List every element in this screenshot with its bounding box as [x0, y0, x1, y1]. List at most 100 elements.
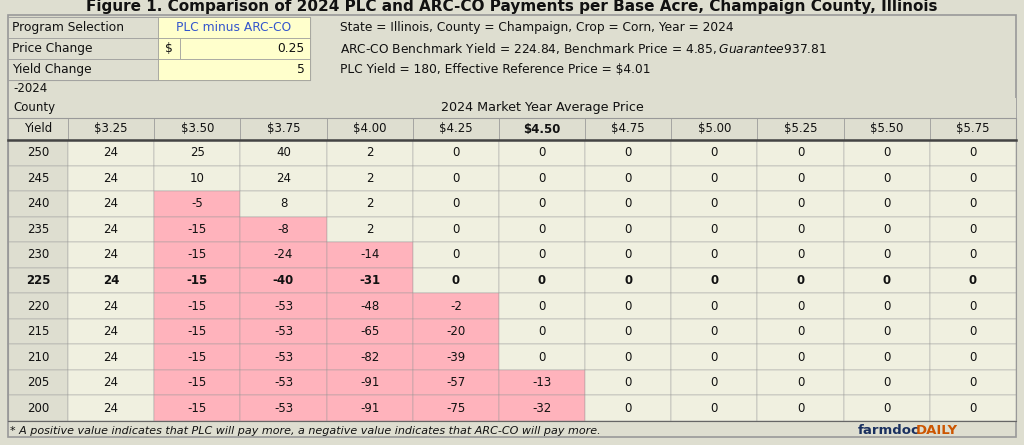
Bar — [155, 166, 241, 191]
Text: 40: 40 — [276, 146, 291, 159]
Bar — [8, 396, 68, 421]
Bar — [155, 242, 241, 268]
Bar — [930, 319, 1016, 344]
Bar — [672, 166, 758, 191]
Text: -91: -91 — [360, 402, 379, 415]
Bar — [930, 293, 1016, 319]
Bar — [8, 118, 68, 140]
Bar — [672, 268, 758, 293]
Bar — [8, 268, 68, 293]
Text: 0: 0 — [970, 223, 977, 236]
Bar — [327, 344, 413, 370]
Bar — [327, 191, 413, 217]
Bar — [758, 191, 844, 217]
Bar — [241, 191, 327, 217]
Text: 10: 10 — [189, 172, 205, 185]
Text: 0: 0 — [883, 198, 891, 210]
Text: -15: -15 — [187, 248, 207, 262]
Text: 0: 0 — [711, 376, 718, 389]
Text: 0: 0 — [625, 402, 632, 415]
Bar — [327, 268, 413, 293]
Bar — [585, 344, 672, 370]
Text: 0: 0 — [970, 172, 977, 185]
Bar — [844, 140, 930, 166]
Text: 0: 0 — [625, 376, 632, 389]
Bar — [499, 191, 585, 217]
Bar — [844, 370, 930, 396]
Text: -15: -15 — [187, 223, 207, 236]
Text: $5.50: $5.50 — [870, 122, 903, 135]
Bar — [499, 370, 585, 396]
Text: 0: 0 — [453, 223, 460, 236]
Text: 2: 2 — [366, 223, 374, 236]
Bar — [8, 0, 1016, 15]
Text: Program Selection: Program Selection — [12, 21, 124, 34]
Bar — [8, 344, 68, 370]
Bar — [844, 242, 930, 268]
Text: 0: 0 — [970, 198, 977, 210]
Text: 0: 0 — [711, 198, 718, 210]
Text: 0: 0 — [711, 172, 718, 185]
Text: 0: 0 — [970, 248, 977, 262]
Bar — [413, 166, 499, 191]
Text: -65: -65 — [360, 325, 379, 338]
Text: -53: -53 — [273, 299, 293, 312]
Text: $3.75: $3.75 — [266, 122, 300, 135]
Bar — [758, 242, 844, 268]
Text: 0: 0 — [883, 299, 891, 312]
Bar — [241, 344, 327, 370]
Bar — [930, 118, 1016, 140]
Text: 225: 225 — [26, 274, 50, 287]
Bar — [68, 319, 155, 344]
Bar — [499, 118, 585, 140]
Bar — [585, 396, 672, 421]
Text: -15: -15 — [187, 376, 207, 389]
Bar — [585, 166, 672, 191]
Bar — [413, 140, 499, 166]
Bar — [158, 38, 180, 59]
Text: 0: 0 — [883, 274, 891, 287]
Bar — [158, 17, 310, 38]
Text: 0: 0 — [453, 172, 460, 185]
Bar — [155, 293, 241, 319]
Text: -75: -75 — [446, 402, 466, 415]
Text: 0: 0 — [883, 146, 891, 159]
Text: ARC-CO Benchmark Yield = 224.84, Benchmark Price = $4.85, Guarantee  $937.81: ARC-CO Benchmark Yield = 224.84, Benchma… — [340, 41, 826, 56]
Bar — [241, 268, 327, 293]
Bar — [327, 319, 413, 344]
Text: 0: 0 — [969, 274, 977, 287]
Text: PLC minus ARC-CO: PLC minus ARC-CO — [176, 21, 292, 34]
Text: 24: 24 — [103, 351, 119, 364]
Text: 24: 24 — [103, 223, 119, 236]
Bar — [930, 191, 1016, 217]
Text: Yield Change: Yield Change — [12, 63, 91, 76]
Text: 24: 24 — [103, 299, 119, 312]
Bar — [672, 370, 758, 396]
Bar — [413, 191, 499, 217]
Bar — [758, 268, 844, 293]
Text: 0: 0 — [970, 376, 977, 389]
Bar — [672, 217, 758, 242]
Bar — [758, 293, 844, 319]
Bar — [68, 344, 155, 370]
Bar — [8, 17, 158, 38]
Bar — [8, 166, 68, 191]
Text: -2: -2 — [450, 299, 462, 312]
Text: 24: 24 — [103, 325, 119, 338]
Bar — [8, 217, 68, 242]
Bar — [68, 166, 155, 191]
Bar — [844, 268, 930, 293]
Text: Price Change: Price Change — [12, 42, 92, 55]
Bar — [158, 59, 310, 80]
Bar — [413, 344, 499, 370]
Bar — [499, 268, 585, 293]
Bar — [327, 118, 413, 140]
Text: 24: 24 — [103, 402, 119, 415]
Text: -5: -5 — [191, 198, 203, 210]
Text: 0: 0 — [797, 402, 804, 415]
Text: 2: 2 — [366, 172, 374, 185]
Bar — [499, 242, 585, 268]
Text: Figure 1. Comparison of 2024 PLC and ARC-CO Payments per Base Acre, Champaign Co: Figure 1. Comparison of 2024 PLC and ARC… — [86, 0, 938, 15]
Text: 220: 220 — [27, 299, 49, 312]
Text: -82: -82 — [360, 351, 379, 364]
